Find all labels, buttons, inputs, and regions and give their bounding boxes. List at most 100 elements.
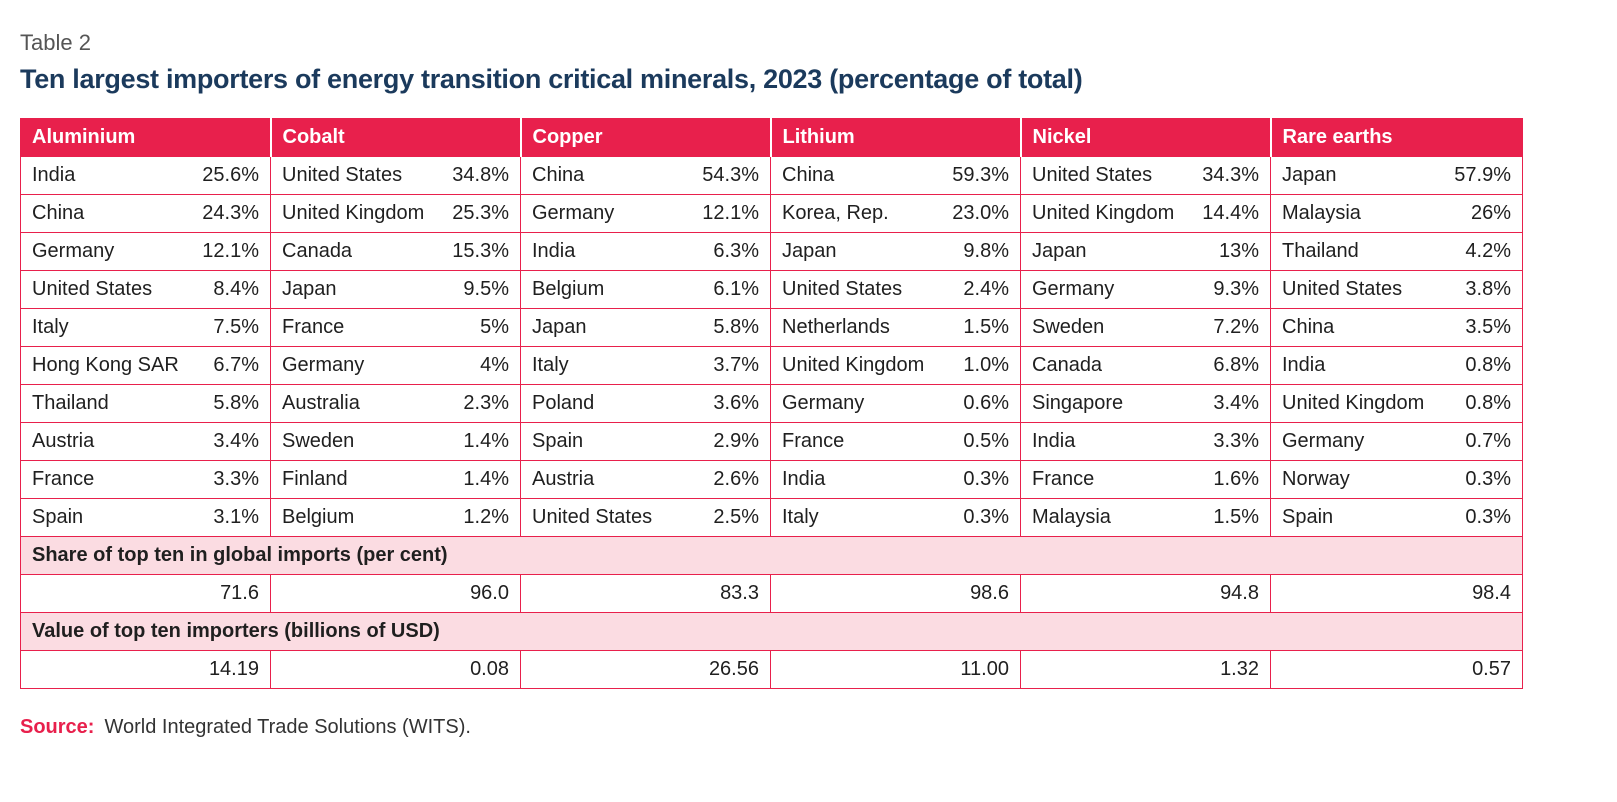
column-header-cobalt: Cobalt (270, 118, 522, 157)
import-share: 7.2% (1213, 316, 1259, 338)
import-share: 1.5% (1213, 506, 1259, 528)
import-share: 9.3% (1213, 278, 1259, 300)
country-name: Singapore (1032, 392, 1124, 414)
country-name: United States (1282, 278, 1403, 300)
cell-rare-earths: India 0.8% (1270, 346, 1523, 385)
table-row: Hong Kong SAR 6.7% Germany 4% Italy 3.7% Unite… (20, 346, 1523, 385)
cell-cobalt: Belgium 1.2% (270, 498, 521, 537)
cell-aluminium: Austria 3.4% (20, 422, 271, 461)
country-name: Germany (1032, 278, 1115, 300)
country-name: Austria (532, 468, 595, 490)
cell-copper: Poland 3.6% (520, 384, 771, 423)
country-name: France (282, 316, 345, 338)
import-share: 3.6% (713, 392, 759, 414)
country-name: France (782, 430, 845, 452)
value-copper: 26.56 (520, 650, 771, 689)
country-name: India (532, 240, 576, 262)
country-name: Japan (1032, 240, 1087, 262)
import-share: 9.8% (963, 240, 1009, 262)
column-header-copper: Copper (520, 118, 772, 157)
country-name: Germany (1282, 430, 1365, 452)
cell-rare-earths: Germany 0.7% (1270, 422, 1523, 461)
source-text: World Integrated Trade Solutions (WITS). (104, 716, 471, 738)
import-share: 1.0% (963, 354, 1009, 376)
country-name: Hong Kong SAR (32, 354, 179, 376)
country-name: Japan (1282, 164, 1337, 186)
country-name: Spain (1282, 506, 1334, 528)
cell-aluminium: France 3.3% (20, 460, 271, 499)
country-name: India (782, 468, 826, 490)
cell-cobalt: Finland 1.4% (270, 460, 521, 499)
share-value-nickel: 94.8 (1020, 574, 1271, 613)
cell-nickel: France 1.6% (1020, 460, 1271, 499)
cell-aluminium: Thailand 5.8% (20, 384, 271, 423)
import-share: 1.6% (1213, 468, 1259, 490)
table-row: Thailand 5.8% Australia 2.3% Poland 3.6% Germa… (20, 384, 1523, 423)
country-name: Germany (282, 354, 365, 376)
country-name: Germany (32, 240, 115, 262)
import-share: 4% (480, 354, 509, 376)
import-share: 34.3% (1202, 164, 1259, 186)
import-share: 0.3% (1465, 468, 1511, 490)
import-share: 6.3% (713, 240, 759, 262)
import-share: 5.8% (713, 316, 759, 338)
import-share: 12.1% (202, 240, 259, 262)
import-share: 54.3% (702, 164, 759, 186)
country-name: Italy (32, 316, 69, 338)
cell-rare-earths: China 3.5% (1270, 308, 1523, 347)
country-name: Japan (782, 240, 837, 262)
share-section-row: Share of top ten in global imports (per … (20, 536, 1523, 575)
share-value-cobalt: 96.0 (270, 574, 521, 613)
source-note: Source: World Integrated Trade Solutions … (20, 716, 471, 739)
value-values-row: 14.19 0.08 26.56 11.00 1.32 0.57 (20, 650, 1523, 689)
country-name: China (782, 164, 835, 186)
cell-copper: India 6.3% (520, 232, 771, 271)
cell-aluminium: Italy 7.5% (20, 308, 271, 347)
country-name: India (32, 164, 76, 186)
country-name: Canada (1032, 354, 1103, 376)
cell-nickel: Japan 13% (1020, 232, 1271, 271)
table-row: India 25.6% United States 34.8% China 54.3% Ch… (20, 156, 1523, 195)
country-name: Spain (32, 506, 84, 528)
cell-copper: Italy 3.7% (520, 346, 771, 385)
import-share: 23.0% (952, 202, 1009, 224)
country-name: Netherlands (782, 316, 890, 338)
value-cobalt: 0.08 (270, 650, 521, 689)
country-name: Sweden (1032, 316, 1105, 338)
country-name: Germany (532, 202, 615, 224)
cell-lithium: Netherlands 1.5% (770, 308, 1021, 347)
country-name: France (32, 468, 95, 490)
import-share: 0.8% (1465, 392, 1511, 414)
country-name: India (1282, 354, 1326, 376)
cell-nickel: Canada 6.8% (1020, 346, 1271, 385)
cell-cobalt: Sweden 1.4% (270, 422, 521, 461)
import-share: 3.4% (1213, 392, 1259, 414)
import-share: 6.7% (213, 354, 259, 376)
country-name: Spain (532, 430, 584, 452)
table-row: Italy 7.5% France 5% Japan 5.8% Netherlands 1.5… (20, 308, 1523, 347)
cell-aluminium: Spain 3.1% (20, 498, 271, 537)
cell-lithium: India 0.3% (770, 460, 1021, 499)
import-share: 57.9% (1454, 164, 1511, 186)
cell-rare-earths: Japan 57.9% (1270, 156, 1523, 195)
country-name: Finland (282, 468, 348, 490)
source-label: Source: (20, 716, 95, 738)
cell-cobalt: Japan 9.5% (270, 270, 521, 309)
import-share: 1.5% (963, 316, 1009, 338)
import-share: 3.5% (1465, 316, 1511, 338)
cell-aluminium: Hong Kong SAR 6.7% (20, 346, 271, 385)
import-share: 3.4% (213, 430, 259, 452)
import-share: 0.3% (963, 506, 1009, 528)
country-name: Belgium (532, 278, 605, 300)
country-name: Italy (782, 506, 819, 528)
import-share: 1.4% (463, 430, 509, 452)
cell-lithium: Germany 0.6% (770, 384, 1021, 423)
country-name: France (1032, 468, 1095, 490)
import-share: 34.8% (452, 164, 509, 186)
import-share: 3.8% (1465, 278, 1511, 300)
cell-cobalt: Australia 2.3% (270, 384, 521, 423)
import-share: 26% (1470, 202, 1511, 224)
country-name: Canada (282, 240, 353, 262)
import-share: 1.2% (463, 506, 509, 528)
country-name: United States (782, 278, 903, 300)
